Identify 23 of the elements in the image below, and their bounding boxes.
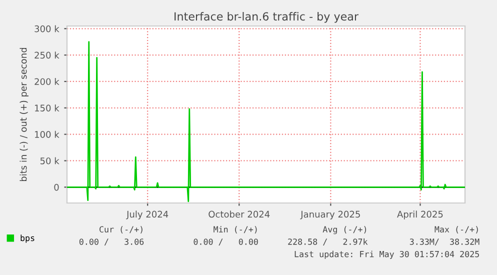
y-tick-label: 250 k [34, 52, 60, 59]
chart-title: Interface br-lan.6 traffic - by year [174, 12, 359, 23]
legend-label: bps [20, 234, 34, 243]
text: Max (-/+) [434, 226, 478, 234]
x-tick-label: October 2024 [208, 210, 270, 218]
text: 228.58 / 2.97k [288, 238, 368, 246]
y-axis-title: bits in (-) / out (+) per second [20, 48, 28, 182]
y-tick-label: 150 k [35, 104, 60, 112]
x-tick-label: April 2025 [397, 210, 443, 220]
text: 3.33M/ 38.32M [410, 238, 480, 246]
text: 0.00 / 3.06 [79, 238, 144, 246]
y-tick-label: 50 k [40, 157, 60, 164]
text: Last update: Fri May 30 01:57:04 2025 [294, 250, 479, 259]
text: Min (-/+) [214, 226, 257, 234]
text: 0.00 / 0.00 [194, 238, 258, 246]
y-tick-label: 200 k [34, 78, 60, 86]
y-tick-label: 0 [54, 184, 59, 191]
text: Avg (-/+) [322, 226, 366, 234]
x-tick-label: July 2024 [126, 210, 168, 220]
y-tick-label: 300 k [34, 25, 60, 32]
y-tick-label: 100 k [35, 130, 60, 138]
x-tick-label: January 2025 [300, 210, 360, 220]
text: Cur (-/+) [100, 226, 142, 234]
